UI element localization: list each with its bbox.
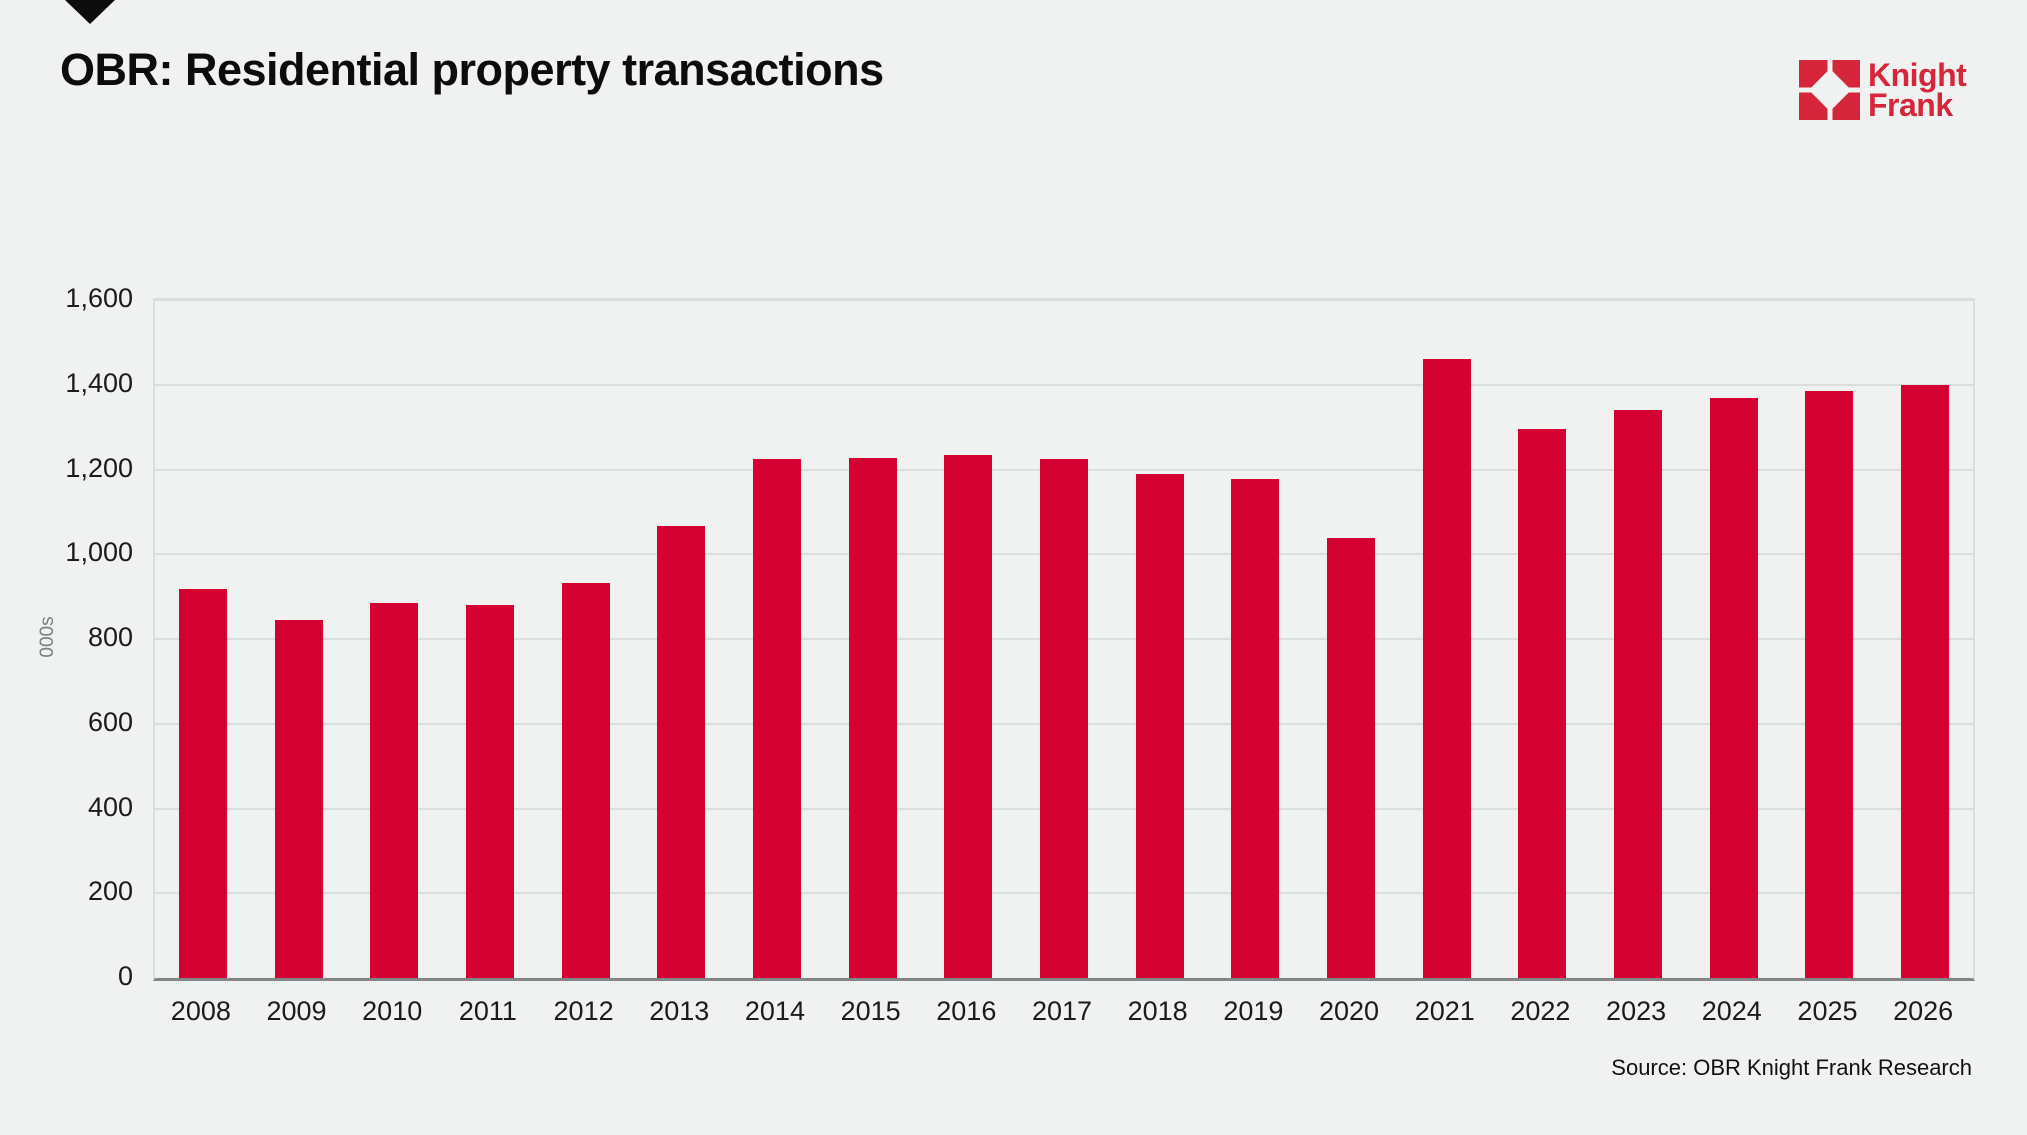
knight-frank-logo-text: Knight Frank	[1868, 57, 1967, 123]
xtick-2008: 2008	[170, 996, 231, 1026]
page-title: OBR: Residential property transactions	[60, 44, 884, 95]
bar-2014	[752, 459, 801, 978]
logo-text-line1: Knight	[1868, 57, 1967, 93]
bar-2012	[561, 583, 610, 978]
y-axis-tick-labels: 0 200 400 600 800 1,000 1,200 1,400 1,600	[0, 285, 133, 990]
xtick-2014: 2014	[744, 996, 805, 1026]
bar-2026	[1901, 384, 1950, 978]
xtick-2015: 2015	[840, 996, 901, 1026]
bar-2011	[465, 604, 514, 978]
bar-2019	[1231, 479, 1280, 978]
xtick-2022: 2022	[1510, 996, 1571, 1026]
xtick-2017: 2017	[1031, 996, 1093, 1026]
bar-2025	[1805, 391, 1854, 978]
bar-2008	[178, 589, 227, 978]
bar-2023	[1614, 409, 1663, 978]
bar-2016	[944, 454, 993, 978]
xtick-2011: 2011	[458, 996, 517, 1026]
chart-plot-area	[153, 298, 1975, 981]
knight-frank-logo-icon	[1799, 60, 1860, 120]
xtick-2013: 2013	[649, 996, 710, 1026]
ytick-0: 0	[117, 961, 133, 991]
y-axis-label: 000s	[37, 616, 58, 658]
ytick-600: 600	[87, 706, 133, 737]
bar-2017	[1040, 459, 1088, 978]
source-caption: Source: OBR Knight Frank Research	[1611, 1055, 1972, 1080]
down-arrow-icon	[65, 0, 115, 24]
ytick-200: 200	[87, 876, 133, 907]
bar-2010	[370, 602, 419, 978]
xtick-2019: 2019	[1223, 996, 1284, 1026]
ytick-800: 800	[87, 622, 133, 652]
bar-2024	[1709, 397, 1758, 978]
gridline-1600	[155, 299, 1973, 301]
xtick-2026: 2026	[1893, 996, 1954, 1026]
xtick-2020: 2020	[1319, 996, 1380, 1026]
ytick-1000: 1,000	[65, 537, 133, 568]
xtick-2010: 2010	[362, 996, 423, 1026]
xtick-2025: 2025	[1797, 996, 1858, 1026]
bar-2013	[657, 526, 706, 978]
bar-2015	[848, 457, 897, 978]
x-axis-tick-labels: 2008 2009 2010 2011 2012 2013 2014 2015 2016 2017…	[153, 996, 1971, 1030]
xtick-2021: 2021	[1414, 996, 1475, 1026]
bar-2009	[274, 619, 323, 978]
gridline-1400	[155, 383, 1973, 386]
ytick-400: 400	[87, 791, 133, 822]
bar-2020	[1327, 538, 1376, 978]
xtick-2016: 2016	[936, 996, 997, 1026]
bar-2021	[1422, 358, 1471, 978]
bar-2022	[1518, 428, 1567, 978]
xtick-2023: 2023	[1606, 996, 1667, 1026]
logo-text-line2: Frank	[1868, 87, 1953, 123]
bar-2018	[1135, 473, 1184, 978]
ytick-1600: 1,600	[65, 283, 133, 313]
xtick-2018: 2018	[1127, 996, 1188, 1026]
ytick-1400: 1,400	[65, 367, 133, 398]
xtick-2009: 2009	[266, 996, 327, 1026]
xtick-2024: 2024	[1701, 996, 1762, 1026]
xtick-2012: 2012	[553, 996, 614, 1026]
knight-frank-logo: Knight Frank	[1799, 57, 1967, 123]
ytick-1200: 1,200	[65, 452, 133, 483]
